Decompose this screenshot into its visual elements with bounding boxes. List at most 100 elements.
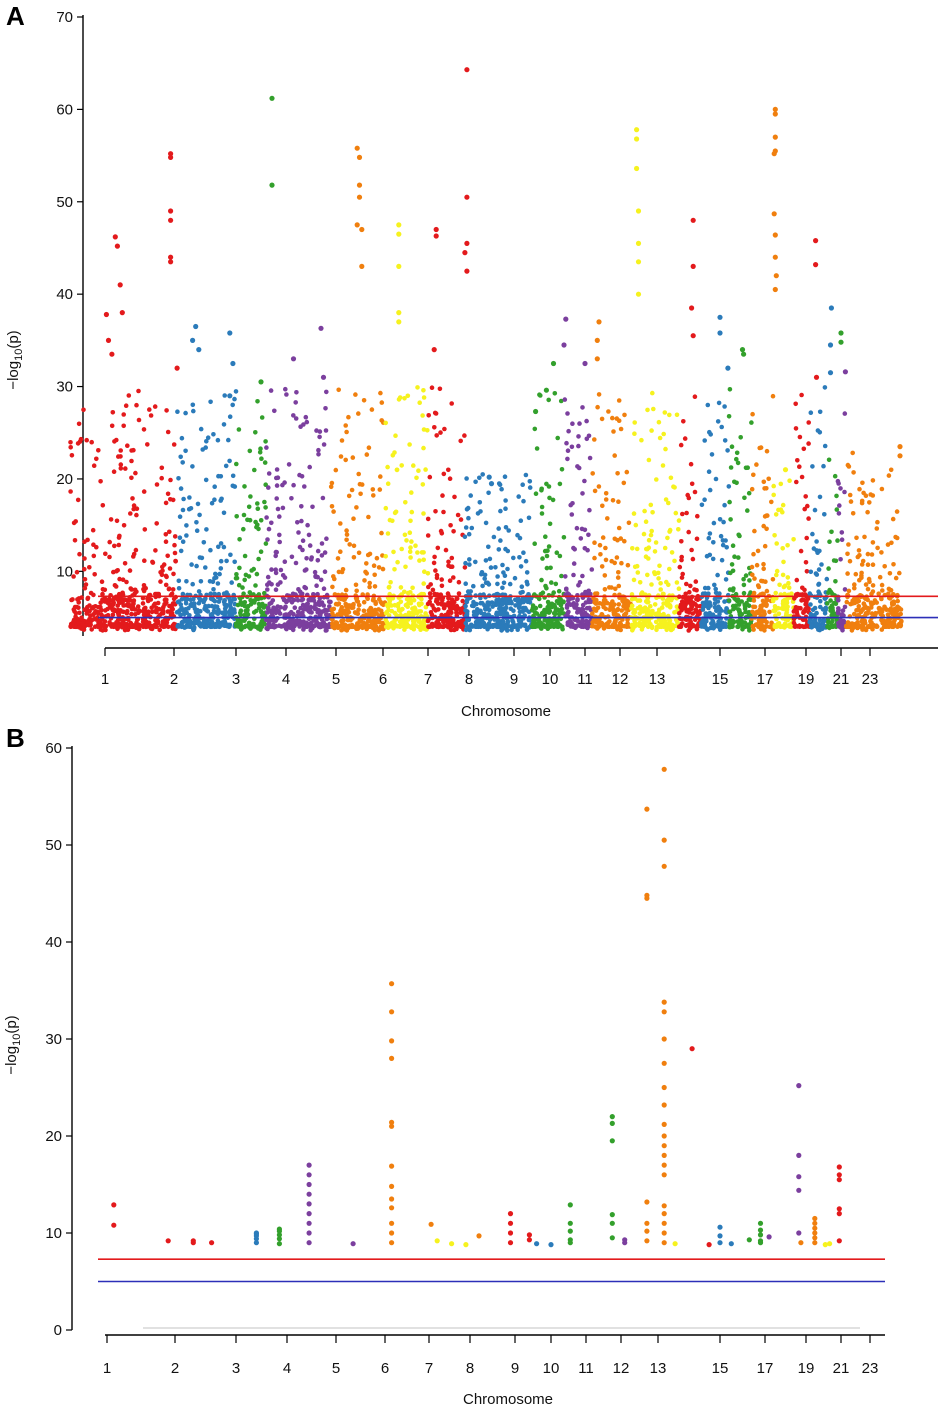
panel-a-point xyxy=(502,573,508,578)
panel-a-point xyxy=(129,458,134,464)
panel-a-point xyxy=(521,599,526,605)
panel-a-point xyxy=(546,544,552,549)
panel-a-peak-point xyxy=(827,342,834,348)
panel-b-point-group xyxy=(766,1234,772,1240)
panel-a-point xyxy=(773,613,778,618)
panel-a-point xyxy=(421,511,426,516)
panel-a-point xyxy=(282,606,288,611)
panel-a-x-tick-label: 8 xyxy=(465,671,473,688)
panel-a-point xyxy=(717,626,723,631)
panel-a-point xyxy=(799,474,805,480)
panel-a-point xyxy=(603,606,608,612)
panel-a-point xyxy=(425,516,431,522)
panel-a-point xyxy=(194,520,199,525)
panel-a-point xyxy=(651,406,656,412)
panel-a-point xyxy=(625,621,630,626)
panel-b-y-tick-label: 0 xyxy=(54,1322,62,1339)
panel-a-point xyxy=(211,432,216,437)
panel-b-point xyxy=(350,1241,356,1247)
panel-a-point xyxy=(660,463,666,468)
panel-a-point xyxy=(232,484,238,489)
panel-a-point xyxy=(722,599,727,604)
panel-a-point xyxy=(865,597,870,603)
panel-a-point xyxy=(111,607,117,612)
panel-a-point xyxy=(178,612,184,618)
panel-a-point xyxy=(629,603,635,609)
panel-a-point xyxy=(324,389,329,395)
panel-a-peak-point xyxy=(356,182,363,188)
panel-a-point xyxy=(408,590,413,595)
panel-a-point xyxy=(132,591,137,596)
panel-a-point xyxy=(652,602,658,607)
panel-a-point xyxy=(180,539,186,544)
panel-a-point xyxy=(679,557,684,563)
panel-a-point xyxy=(196,600,202,606)
panel-a-point xyxy=(614,555,620,560)
panel-a-point xyxy=(215,611,221,616)
panel-a-point xyxy=(544,481,549,487)
panel-a-point xyxy=(269,600,274,606)
panel-b-point xyxy=(609,1220,615,1226)
panel-a-point xyxy=(505,548,511,554)
panel-a-point xyxy=(72,604,78,610)
panel-a-point xyxy=(319,553,325,558)
panel-a-point xyxy=(702,438,707,443)
panel-a-point xyxy=(129,475,134,481)
panel-a-point xyxy=(91,463,97,469)
panel-a-point xyxy=(338,521,343,526)
panel-a-point xyxy=(706,469,712,475)
panel-a-point xyxy=(72,538,78,543)
panel-a-point xyxy=(839,537,845,542)
panel-a-x-tick-label: 9 xyxy=(510,671,518,688)
panel-a-point xyxy=(871,600,876,606)
panel-b-point xyxy=(661,837,667,843)
panel-a-point xyxy=(324,536,329,541)
panel-a-point xyxy=(198,579,204,584)
panel-a-point xyxy=(526,515,532,521)
panel-a-point xyxy=(863,582,869,587)
panel-a-point xyxy=(816,567,822,572)
panel-a-point xyxy=(707,429,712,435)
panel-a-point xyxy=(481,612,486,617)
panel-a-point xyxy=(226,437,231,443)
panel-a-point xyxy=(265,537,270,542)
panel-b-point xyxy=(389,1009,395,1015)
panel-a-point xyxy=(373,601,379,606)
panel-a-point xyxy=(463,560,468,566)
panel-a-point xyxy=(797,464,802,470)
panel-a-point xyxy=(180,591,186,597)
panel-a-point xyxy=(587,599,593,605)
panel-a-point xyxy=(215,581,221,586)
panel-a-point xyxy=(680,571,685,577)
panel-a-point xyxy=(408,555,413,560)
panel-a-point xyxy=(236,427,242,432)
panel-a-peak-point xyxy=(594,356,600,362)
panel-a-point xyxy=(420,482,426,487)
panel-a-point xyxy=(845,551,850,557)
panel-a-point xyxy=(239,602,245,607)
panel-a-point xyxy=(710,556,716,562)
panel-a-point xyxy=(838,557,843,562)
panel-a-point xyxy=(383,505,389,511)
panel-a-point xyxy=(107,539,112,545)
panel-b-point xyxy=(757,1220,764,1226)
panel-a-peak-point xyxy=(396,310,402,316)
panel-a-point xyxy=(335,556,341,561)
panel-a-point xyxy=(398,612,404,618)
panel-a-point xyxy=(569,512,575,517)
panel-a-point xyxy=(751,623,756,629)
panel-a-point xyxy=(467,562,472,567)
panel-a-peak-point xyxy=(635,240,642,246)
panel-b-x-tick-label: 23 xyxy=(862,1360,879,1377)
panel-b-point xyxy=(389,1119,395,1125)
panel-a-point xyxy=(441,509,446,515)
panel-a-point xyxy=(854,608,859,613)
panel-a-point xyxy=(836,598,841,603)
panel-a-point xyxy=(256,556,261,562)
panel-a-point xyxy=(649,625,655,631)
panel-a-point xyxy=(265,587,270,592)
panel-a-point xyxy=(170,587,176,592)
panel-a-point xyxy=(123,466,128,471)
panel-a-point xyxy=(271,605,276,610)
panel-a-peak-point xyxy=(464,240,470,246)
